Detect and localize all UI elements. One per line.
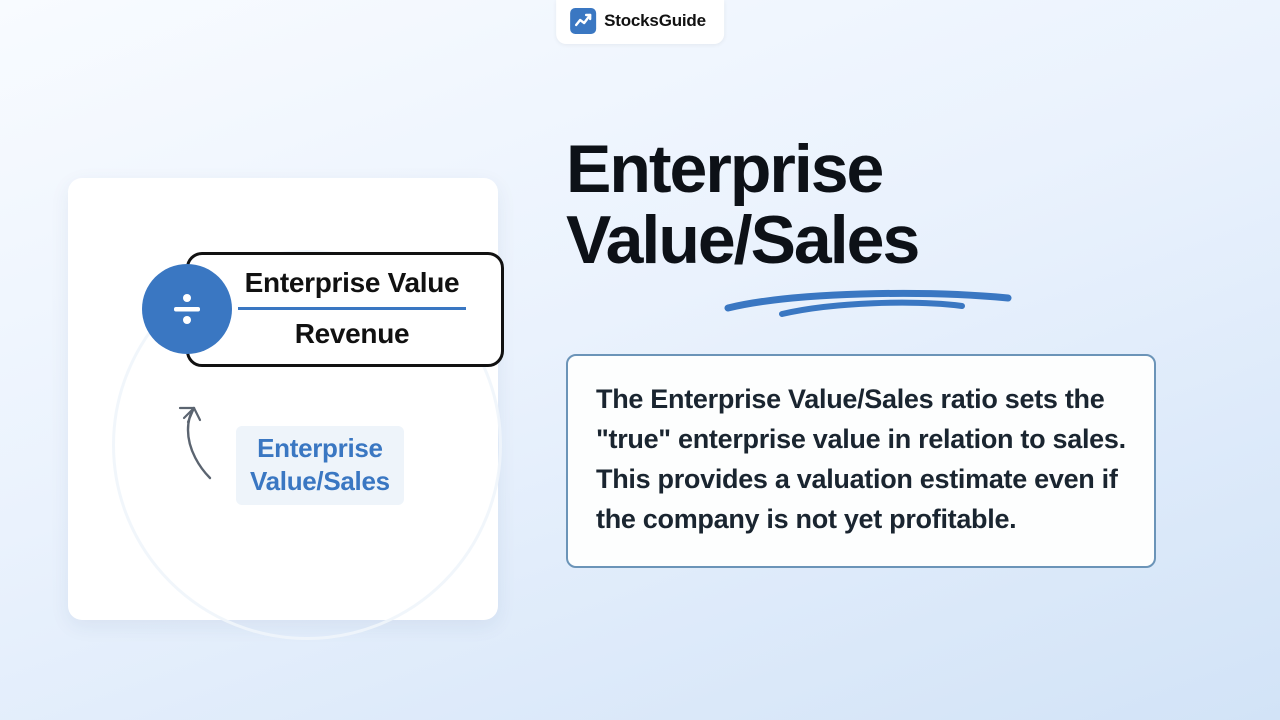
divide-icon [142, 264, 232, 354]
formula-divider [238, 307, 465, 310]
formula-caption: Enterprise Value/Sales [236, 426, 404, 505]
underline-swoosh-icon [724, 286, 1014, 320]
description-text: The Enterprise Value/Sales ratio sets th… [596, 380, 1126, 540]
page-title: Enterprise Value/Sales [566, 134, 918, 277]
description-box: The Enterprise Value/Sales ratio sets th… [566, 354, 1156, 568]
hand-drawn-arrow-icon [170, 400, 226, 484]
formula-numerator: Enterprise Value [223, 267, 481, 299]
chart-up-icon [570, 8, 596, 34]
caption-line-1: Enterprise [250, 432, 390, 465]
formula-box: Enterprise Value Revenue [186, 252, 504, 367]
brand-badge: StocksGuide [556, 0, 724, 44]
caption-line-2: Value/Sales [250, 465, 390, 498]
brand-name: StocksGuide [604, 11, 706, 31]
heading-line-1: Enterprise [566, 134, 918, 205]
heading-line-2: Value/Sales [566, 205, 918, 276]
formula-denominator: Revenue [223, 318, 481, 350]
formula-card: Enterprise Value Revenue Enterprise Valu… [68, 178, 498, 620]
